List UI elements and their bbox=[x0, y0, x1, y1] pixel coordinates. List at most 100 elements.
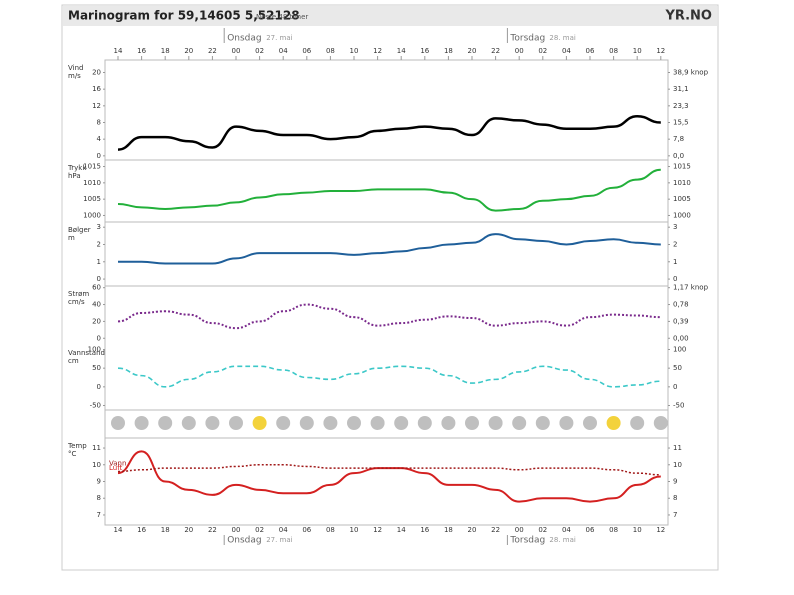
x-tick-label: 10 bbox=[633, 47, 642, 55]
weather-icon bbox=[653, 416, 668, 430]
x-tick-label: 22 bbox=[491, 526, 500, 534]
y-tick-label: 40 bbox=[92, 301, 101, 309]
weather-icon bbox=[370, 416, 385, 430]
y2-tick-label: 1005 bbox=[673, 195, 691, 203]
x-tick-label: 00 bbox=[232, 47, 241, 55]
y2-tick-label: 7 bbox=[673, 511, 677, 519]
y2-tick-label: 1010 bbox=[673, 179, 691, 187]
y2-tick-label: 8 bbox=[673, 494, 677, 502]
x-tick-label: 20 bbox=[184, 526, 193, 534]
series-line bbox=[117, 464, 661, 476]
y2-tick-label: 1 bbox=[673, 258, 677, 266]
y-tick-label: 16 bbox=[92, 85, 101, 93]
y-tick-label: 3 bbox=[97, 223, 101, 231]
y2-tick-label: 10 bbox=[673, 461, 682, 469]
x-tick-label: 12 bbox=[656, 526, 665, 534]
day-name: Torsdag bbox=[509, 34, 545, 44]
panel-unit: cm bbox=[68, 357, 79, 365]
y-tick-label: 7 bbox=[97, 511, 101, 519]
x-tick-label: 00 bbox=[515, 526, 524, 534]
weather-icon bbox=[535, 416, 550, 430]
y-tick-label: 20 bbox=[92, 69, 101, 77]
y-tick-label: 1015 bbox=[83, 163, 101, 171]
y2-tick-label: 0,0 bbox=[673, 152, 684, 160]
y-tick-label: 1005 bbox=[83, 195, 101, 203]
y-tick-label: 9 bbox=[97, 478, 101, 486]
x-tick-label: 00 bbox=[232, 526, 241, 534]
y-tick-label: 0 bbox=[97, 334, 101, 342]
day-name: Onsdag bbox=[227, 536, 261, 546]
x-tick-label: 22 bbox=[208, 526, 217, 534]
weather-icon bbox=[488, 416, 503, 430]
series-label: Vann bbox=[109, 459, 126, 467]
weather-icon bbox=[465, 416, 479, 430]
x-tick-label: 14 bbox=[397, 47, 406, 55]
x-tick-label: 14 bbox=[114, 47, 123, 55]
y-tick-label: 1 bbox=[97, 258, 101, 266]
x-tick-label: 04 bbox=[562, 526, 571, 534]
x-tick-label: 08 bbox=[609, 47, 618, 55]
x-tick-label: 16 bbox=[420, 526, 429, 534]
weather-icon bbox=[111, 416, 125, 430]
panel-unit: m bbox=[68, 234, 75, 242]
x-tick-label: 10 bbox=[350, 526, 359, 534]
x-tick-label: 02 bbox=[538, 47, 547, 55]
y-tick-label: 4 bbox=[97, 135, 102, 143]
x-tick-label: 22 bbox=[208, 47, 217, 55]
y2-tick-label: -50 bbox=[673, 402, 684, 410]
y2-tick-label: 50 bbox=[673, 364, 682, 372]
y2-tick-label: 9 bbox=[673, 478, 677, 486]
weather-icon bbox=[441, 416, 456, 430]
y2-tick-label: 1,17 knop bbox=[673, 284, 709, 292]
x-tick-label: 12 bbox=[373, 526, 382, 534]
day-date: 28. mai bbox=[549, 536, 575, 544]
x-tick-label: 08 bbox=[326, 526, 335, 534]
weather-icon bbox=[299, 416, 314, 430]
x-tick-label: 10 bbox=[633, 526, 642, 534]
subtitle: Neste 48 timer bbox=[256, 13, 308, 21]
series-line bbox=[117, 365, 661, 388]
x-tick-label: 18 bbox=[444, 526, 453, 534]
y2-tick-label: 0,78 bbox=[673, 301, 689, 309]
x-tick-label: 10 bbox=[350, 47, 359, 55]
weather-icon bbox=[559, 416, 574, 430]
x-tick-label: 12 bbox=[656, 47, 665, 55]
x-tick-label: 22 bbox=[491, 47, 500, 55]
x-tick-label: 06 bbox=[586, 526, 595, 534]
day-date: 27. mai bbox=[266, 536, 292, 544]
y-tick-label: 8 bbox=[97, 119, 101, 127]
series-label: Luft bbox=[109, 464, 123, 472]
x-tick-label: 14 bbox=[114, 526, 123, 534]
weather-icon bbox=[181, 416, 196, 430]
weather-icon bbox=[417, 416, 432, 430]
panel-label: Bølger bbox=[68, 226, 91, 234]
x-tick-label: 08 bbox=[609, 526, 618, 534]
x-tick-label: 02 bbox=[255, 47, 264, 55]
y2-tick-label: 100 bbox=[673, 345, 686, 353]
panel-label: Vannstand bbox=[68, 349, 105, 357]
y-tick-label: -50 bbox=[90, 402, 101, 410]
x-tick-label: 20 bbox=[468, 526, 477, 534]
y2-tick-label: 0 bbox=[673, 275, 677, 283]
x-tick-label: 04 bbox=[279, 47, 288, 55]
y2-tick-label: 38,9 knop bbox=[673, 69, 709, 77]
x-tick-label: 20 bbox=[184, 47, 193, 55]
panel-label: Vind bbox=[68, 64, 83, 72]
x-tick-label: 18 bbox=[444, 47, 453, 55]
weather-icon bbox=[323, 416, 338, 430]
y-tick-label: 10 bbox=[92, 461, 101, 469]
weather-icon bbox=[134, 416, 149, 430]
y-tick-label: 0 bbox=[97, 383, 101, 391]
y2-tick-label: 23,3 bbox=[673, 102, 689, 110]
day-date: 27. mai bbox=[266, 34, 292, 42]
y-tick-label: 50 bbox=[92, 364, 101, 372]
y-tick-label: 0 bbox=[97, 275, 101, 283]
panel-unit: cm/s bbox=[68, 298, 85, 306]
x-tick-label: 08 bbox=[326, 47, 335, 55]
y-tick-label: 12 bbox=[92, 102, 101, 110]
weather-icon bbox=[347, 416, 361, 430]
weather-icon bbox=[229, 416, 243, 430]
x-tick-label: 18 bbox=[161, 526, 170, 534]
weather-icon bbox=[583, 416, 597, 430]
